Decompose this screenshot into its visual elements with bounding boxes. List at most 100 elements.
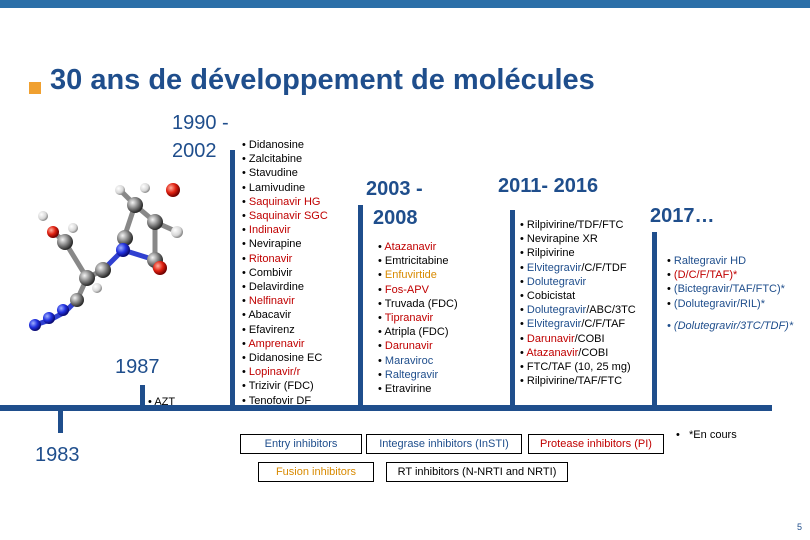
period-2002-label: 2002 [172, 140, 217, 162]
list-2011-2016: Rilpivirine/TDF/FTCNevirapine XRRilpivir… [520, 218, 636, 388]
list-item: Amprenavir [242, 337, 328, 351]
list-item: Lamivudine [242, 181, 328, 195]
list-item-label: /ABC/3TC [586, 304, 636, 317]
top-accent-bar [0, 0, 810, 8]
list-item-label: Rilpivirine/TAF/FTC [526, 375, 623, 388]
legend-integrase-inhibitors: Integrase inhibitors (InSTI) [366, 434, 522, 454]
list-item-label: Darunavir [526, 332, 575, 345]
azt-label: AZT [154, 396, 176, 408]
legend-entry-inhibitors: Entry inhibitors [240, 434, 362, 454]
list-item: Didanosine EC [242, 351, 328, 365]
list-item-label: Stavudine [248, 167, 298, 180]
azt-item: • AZT [148, 396, 176, 408]
list-item-label: Saquinavir HG [248, 195, 321, 208]
list-item: Emtricitabine [378, 254, 458, 268]
list-item-label: (Bictegravir/TAF/FTC)* [673, 283, 785, 296]
list-item: Delavirdine [242, 280, 328, 294]
list-item: Nevirapine [242, 237, 328, 251]
list-item: Saquinavir SGC [242, 209, 328, 223]
list-item: Stavudine [242, 166, 328, 180]
list-item-label: /COBI [578, 346, 609, 359]
timeline-tick-2011 [510, 210, 515, 405]
legend-protease-inhibitors: Protease inhibitors (PI) [528, 434, 664, 454]
list-item: Saquinavir HG [242, 195, 328, 209]
list-item: Rilpivirine/TDF/FTC [520, 218, 636, 232]
list-item: Elvitegravir/C/F/TDF [520, 261, 636, 275]
list-item-label: Atripla (FDC) [384, 326, 449, 339]
timeline-tick-1987 [140, 385, 145, 405]
period-2008-label: 2008 [373, 207, 418, 229]
list-item: Didanosine [242, 138, 328, 152]
list-item-label: Maraviroc [384, 354, 434, 367]
list-item-label: Trizivir (FDC) [248, 380, 314, 393]
list-item-label: Combivir [248, 266, 293, 279]
list-item-label: Efavirenz [248, 323, 295, 336]
list-item-label: Rilpivirine [526, 247, 575, 260]
list-item-label: Tipranavir [384, 312, 434, 325]
list-item-label: Amprenavir [248, 337, 305, 350]
list-1990-2002: Didanosine ZalcitabineStavudineLamivudine… [242, 138, 328, 408]
list-item-label: Nevirapine [248, 238, 302, 251]
list-item-label: Lopinavir/r [248, 366, 301, 379]
list-item-label: /C/F/TAF [581, 318, 626, 331]
list-item: Darunavir/COBI [520, 332, 636, 346]
list-item: Efavirenz [242, 323, 328, 337]
list-item: Trizivir (FDC) [242, 379, 328, 393]
list-item-label: Enfuvirtide [384, 269, 437, 282]
timeline-axis [0, 405, 772, 411]
list-item-label: Lamivudine [248, 181, 306, 194]
list-item: Darunavir [378, 339, 458, 353]
timeline-tick-1983 [58, 411, 63, 433]
list-item-label: (D/C/F/TAF)* [673, 269, 738, 282]
period-1983-label: 1983 [35, 444, 80, 466]
list-item: Dolutegravir/ABC/3TC [520, 303, 636, 317]
en-cours-note: • *En cours [676, 429, 737, 441]
list-item: Atazanavir/COBI [520, 346, 636, 360]
list-item-label: Didanosine EC [248, 352, 323, 365]
list-item: Enfuvirtide [378, 268, 458, 282]
list-item-label: /C/F/TDF [581, 261, 627, 274]
list-item: Atazanavir [378, 240, 458, 254]
title-bullet-square [29, 82, 41, 94]
list-item-label: Cobicistat [526, 290, 576, 303]
list-item: Combivir [242, 266, 328, 280]
list-item: Dolutegravir [520, 275, 636, 289]
list-item-label: Elvitegravir [526, 318, 582, 331]
list-item: Rilpivirine/TAF/FTC [520, 374, 636, 388]
legend-rt-inhibitors: RT inhibitors (N-NRTI and NRTI) [386, 462, 568, 482]
list-item-label: Rilpivirine/TDF/FTC [526, 219, 624, 231]
list-item: Indinavir [242, 223, 328, 237]
list-item-label: Nevirapine XR [526, 233, 598, 246]
period-2011-label: 2011- 2016 [498, 175, 599, 197]
period-2017-label: 2017… [650, 205, 715, 227]
list-item-label: Delavirdine [248, 281, 304, 294]
list-item: Abacavir [242, 308, 328, 322]
list-item: Raltegravir [378, 368, 458, 382]
list-item: Cobicistat [520, 289, 636, 303]
list-item-label: Tenofovir DF [248, 394, 312, 407]
list-item-label: Abacavir [248, 309, 292, 322]
list-2017-extra: • (Dolutegravir/3TC/TDF)* [667, 320, 794, 332]
list-item-label: Zalcitabine [248, 153, 303, 166]
list-item-label: Dolutegravir [526, 304, 587, 317]
list-item-label: Didanosine [248, 139, 304, 151]
list-item: Etravirine [378, 382, 458, 396]
list-item: Nevirapine XR [520, 232, 636, 246]
list-item: Zalcitabine [242, 152, 328, 166]
list-2017: Raltegravir HD (D/C/F/TAF)*(Bictegravir/T… [667, 254, 785, 311]
page-number: 5 [796, 522, 802, 532]
list-item-label: Raltegravir HD [673, 255, 747, 267]
list-item-label: Fos-APV [384, 283, 429, 296]
list-item: Truvada (FDC) [378, 297, 458, 311]
list-item: Rilpivirine [520, 246, 636, 260]
list-item: Ritonavir [242, 252, 328, 266]
timeline-tick-2017 [652, 232, 657, 405]
extra-2017-label: (Dolutegravir/3TC/TDF)* [673, 320, 794, 332]
list-item-label: FTC/TAF (10, 25 mg) [526, 361, 631, 374]
list-item: Elvitegravir/C/F/TAF [520, 317, 636, 331]
list-item: Nelfinavir [242, 294, 328, 308]
timeline-tick-1990 [230, 150, 235, 405]
list-item: Maraviroc [378, 354, 458, 368]
en-cours-label: *En cours [689, 429, 737, 441]
list-item: (Bictegravir/TAF/FTC)* [667, 282, 785, 296]
